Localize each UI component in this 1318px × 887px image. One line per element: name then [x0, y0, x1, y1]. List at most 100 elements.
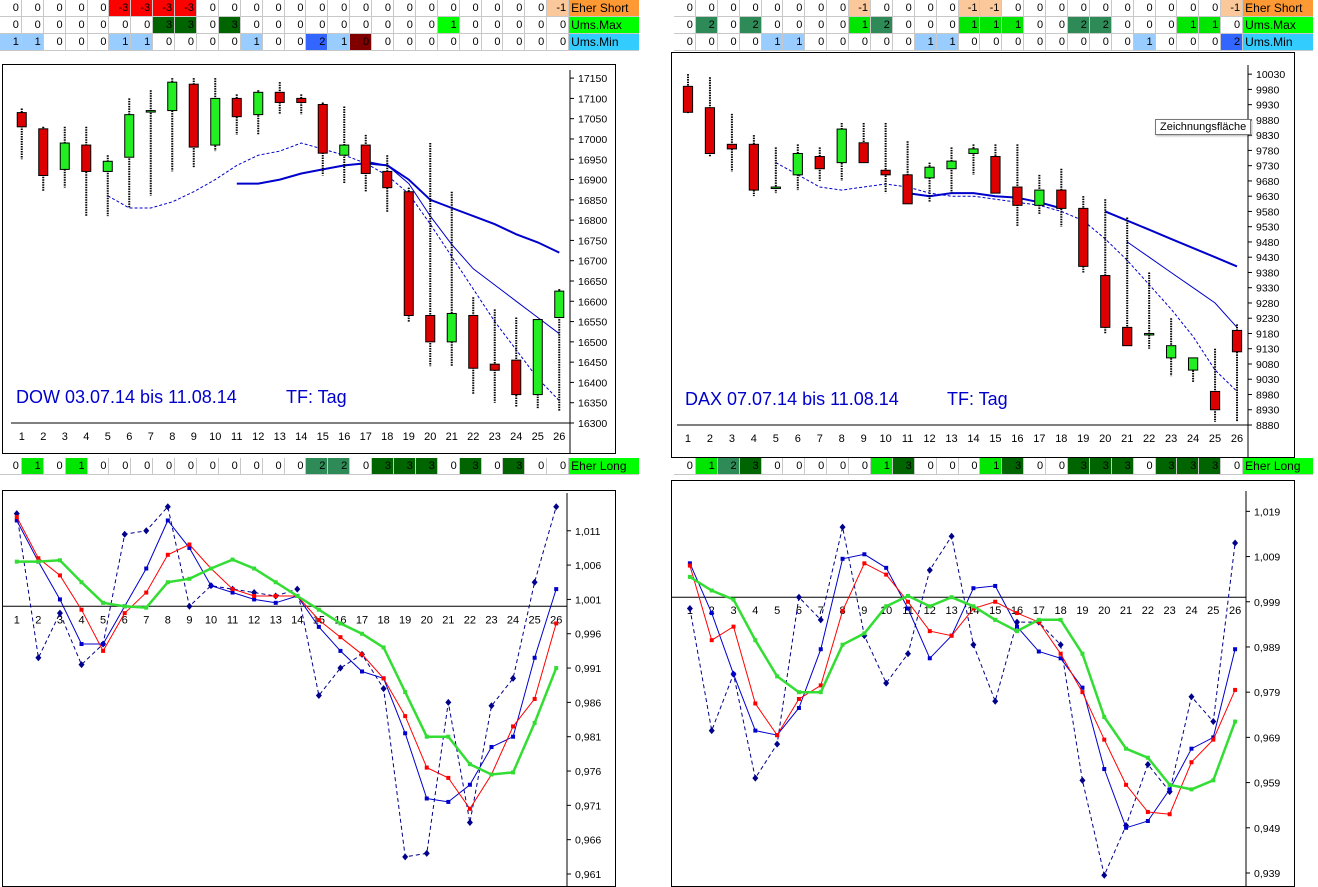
- grid-cell[interactable]: 0: [482, 458, 504, 474]
- grid-cell[interactable]: 0: [394, 0, 416, 16]
- grid-cell[interactable]: 0: [915, 458, 937, 474]
- grid-cell[interactable]: 0: [22, 17, 44, 33]
- grid-cell[interactable]: 0: [1046, 17, 1069, 33]
- grid-cell[interactable]: 0: [1199, 34, 1222, 50]
- grid-cell[interactable]: 0: [827, 0, 850, 16]
- grid-cell[interactable]: 0: [503, 17, 526, 33]
- grid-cell[interactable]: 0: [1046, 34, 1069, 50]
- grid-cell[interactable]: 0: [88, 17, 110, 33]
- grid-cell[interactable]: 0: [674, 0, 696, 16]
- grid-cell[interactable]: 0: [306, 0, 329, 16]
- grid-cell[interactable]: 0: [153, 458, 176, 474]
- grid-cell[interactable]: 0: [1134, 0, 1156, 16]
- grid-cell[interactable]: 1: [958, 17, 981, 33]
- grid-cell[interactable]: 0: [263, 34, 285, 50]
- grid-cell[interactable]: 0: [1221, 17, 1244, 33]
- grid-cell[interactable]: 0: [372, 34, 395, 50]
- grid-cell[interactable]: 0: [959, 34, 981, 50]
- grid-cell[interactable]: 0: [306, 17, 329, 33]
- grid-cell[interactable]: 0: [416, 34, 438, 50]
- grid-cell[interactable]: 2: [717, 458, 740, 474]
- grid-cell[interactable]: 0: [525, 458, 548, 474]
- grid-cell[interactable]: 3: [739, 458, 762, 474]
- grid-cell[interactable]: 0: [1046, 458, 1069, 474]
- grid-cell[interactable]: 1: [914, 34, 937, 50]
- grid-cell[interactable]: 3: [1177, 458, 1200, 474]
- grid-cell[interactable]: 0: [394, 17, 416, 33]
- grid-cell[interactable]: 3: [503, 458, 526, 474]
- grid-cell[interactable]: 0: [783, 17, 806, 33]
- grid-cell[interactable]: 0: [1024, 0, 1047, 16]
- grid-cell[interactable]: 0: [1199, 0, 1222, 16]
- grid-cell[interactable]: 0: [88, 0, 110, 16]
- grid-cell[interactable]: 0: [285, 0, 307, 16]
- grid-cell[interactable]: 0: [827, 17, 850, 33]
- grid-cell[interactable]: 0: [503, 34, 526, 50]
- grid-cell[interactable]: 0: [1090, 34, 1112, 50]
- grid-cell[interactable]: 0: [827, 34, 850, 50]
- grid-cell[interactable]: 1: [1199, 17, 1222, 33]
- grid-cell[interactable]: 0: [547, 458, 570, 474]
- grid-cell[interactable]: 1: [849, 17, 872, 33]
- grid-cell[interactable]: 0: [197, 34, 219, 50]
- grid-cell[interactable]: 0: [175, 458, 198, 474]
- grid-cell[interactable]: 2: [1089, 17, 1112, 33]
- dax-candlestick-chart[interactable]: 10030 9980 9930 9880 9830 9780 9730 9680 9630 958…: [671, 52, 1295, 458]
- grid-cell[interactable]: 0: [1068, 0, 1090, 16]
- grid-cell[interactable]: 0: [241, 0, 263, 16]
- grid-cell[interactable]: 0: [1156, 34, 1178, 50]
- grid-cell[interactable]: 0: [1112, 34, 1134, 50]
- grid-cell[interactable]: 0: [153, 34, 176, 50]
- grid-cell[interactable]: 0: [871, 34, 893, 50]
- grid-cell[interactable]: 1: [980, 17, 1003, 33]
- grid-cell[interactable]: 0: [372, 17, 395, 33]
- grid-cell[interactable]: 3: [1199, 458, 1222, 474]
- grid-cell[interactable]: 0: [805, 458, 828, 474]
- grid-cell[interactable]: -3: [109, 0, 132, 16]
- grid-cell[interactable]: -3: [131, 0, 154, 16]
- grid-cell[interactable]: 0: [674, 17, 696, 33]
- grid-cell[interactable]: 0: [674, 458, 696, 474]
- grid-cell[interactable]: 0: [328, 0, 351, 16]
- grid-cell[interactable]: 0: [1002, 34, 1025, 50]
- grid-cell[interactable]: 0: [762, 0, 784, 16]
- grid-cell[interactable]: 1: [936, 34, 959, 50]
- grid-cell[interactable]: 0: [460, 17, 482, 33]
- grid-cell[interactable]: 0: [44, 0, 66, 16]
- grid-cell[interactable]: 0: [350, 458, 373, 474]
- grid-cell[interactable]: 1: [783, 34, 806, 50]
- grid-cell[interactable]: 0: [350, 0, 373, 16]
- grid-cell[interactable]: 0: [696, 0, 718, 16]
- grid-cell[interactable]: 0: [0, 0, 22, 16]
- grid-cell[interactable]: 2: [328, 458, 351, 474]
- grid-cell[interactable]: -1: [547, 0, 570, 16]
- grid-cell[interactable]: 0: [285, 17, 307, 33]
- grid-cell[interactable]: 0: [394, 34, 416, 50]
- grid-cell[interactable]: 0: [1112, 0, 1134, 16]
- grid-cell[interactable]: 1: [761, 34, 784, 50]
- grid-cell[interactable]: 0: [525, 34, 548, 50]
- grid-cell[interactable]: 0: [241, 17, 263, 33]
- grid-cell[interactable]: 0: [696, 34, 718, 50]
- grid-cell[interactable]: 0: [66, 17, 88, 33]
- grid-cell[interactable]: 0: [109, 17, 132, 33]
- grid-cell[interactable]: 0: [525, 17, 548, 33]
- grid-cell[interactable]: 0: [1002, 0, 1025, 16]
- grid-cell[interactable]: 0: [438, 34, 460, 50]
- grid-cell[interactable]: 1: [1177, 17, 1200, 33]
- grid-cell[interactable]: 1: [21, 458, 44, 474]
- grid-cell[interactable]: 0: [937, 458, 959, 474]
- grid-cell[interactable]: 2: [695, 17, 718, 33]
- grid-cell[interactable]: 0: [131, 458, 154, 474]
- grid-cell[interactable]: 0: [1156, 17, 1178, 33]
- grid-cell[interactable]: 0: [871, 0, 893, 16]
- grid-cell[interactable]: 0: [547, 34, 570, 50]
- grid-cell[interactable]: 0: [241, 458, 263, 474]
- grid-cell[interactable]: 0: [197, 0, 219, 16]
- grid-cell[interactable]: 0: [285, 458, 307, 474]
- grid-cell[interactable]: 1: [21, 34, 44, 50]
- grid-cell[interactable]: 0: [438, 0, 460, 16]
- grid-cell[interactable]: 0: [197, 458, 219, 474]
- grid-cell[interactable]: 0: [0, 458, 22, 474]
- grid-cell[interactable]: 0: [263, 17, 285, 33]
